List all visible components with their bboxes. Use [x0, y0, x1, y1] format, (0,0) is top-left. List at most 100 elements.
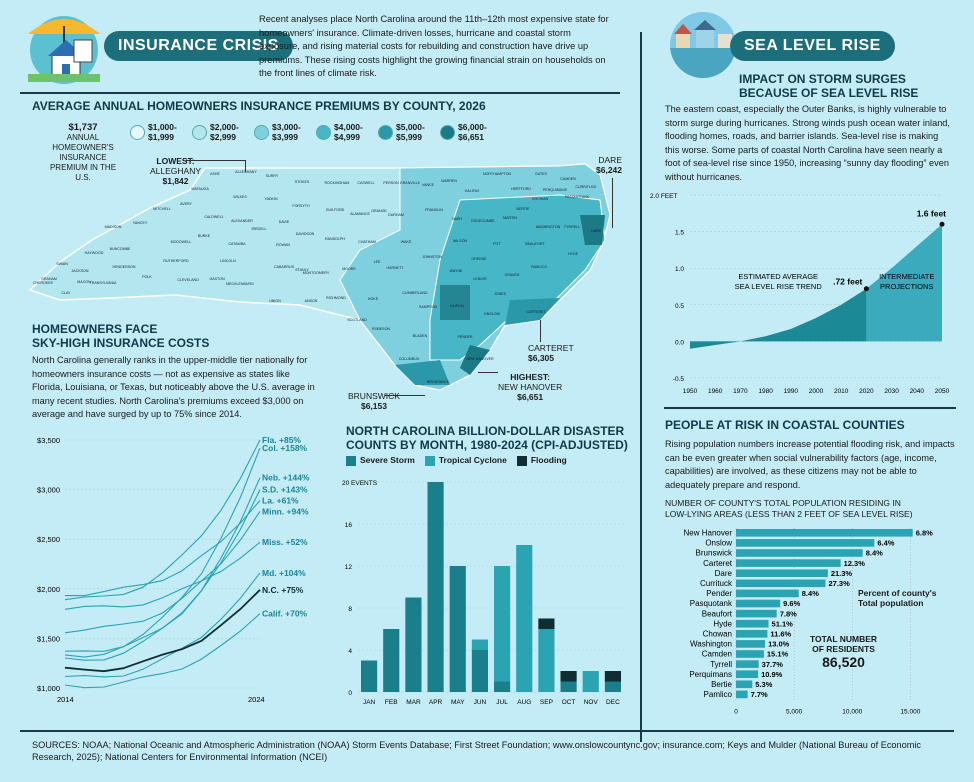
y-tick-label: 20 EVENTS	[342, 480, 378, 487]
y-tick-label: $2,500	[37, 535, 60, 544]
county-label: GRANVILLE	[400, 181, 421, 185]
legend-label: $5,000- $5,999	[396, 122, 425, 142]
county-name: Chowan	[703, 630, 732, 639]
y-tick-label: 0.0	[675, 339, 684, 346]
county-label: NASH	[452, 217, 462, 221]
premium-series-label: Fla. +85%	[262, 435, 301, 445]
x-tick-label: 2024	[248, 695, 265, 704]
county-name: Currituck	[700, 579, 733, 588]
y-tick-label: $1,500	[37, 634, 60, 643]
county-label: CABARRUS	[274, 265, 295, 269]
premium-series-label: S.D. +143%	[262, 485, 308, 495]
county-label: BRUNSWICK	[427, 380, 450, 384]
premium-series-line	[64, 589, 261, 673]
county-pct: 21.3%	[831, 569, 853, 578]
county-label: SAMPSON	[419, 305, 437, 309]
county-label: TRANSYLVANIA	[90, 281, 117, 285]
county-bar	[736, 599, 781, 608]
disaster-legend: Severe Storm Tropical Cyclone Flooding	[346, 455, 567, 466]
disaster-bar	[427, 482, 444, 692]
county-label: HAYWOOD	[85, 251, 104, 255]
x-tick-label: 1960	[708, 388, 723, 395]
county-name: New Hanover	[684, 529, 733, 538]
county-name: Carteret	[703, 559, 733, 568]
disaster-bar	[538, 629, 555, 692]
county-label: SWAIN	[56, 262, 68, 266]
county-label: HERTFORD	[511, 187, 531, 191]
legend-label: $6,000- $6,651	[458, 122, 487, 142]
y-tick-label: -0.5	[673, 376, 685, 383]
county-pct: 6.4%	[877, 539, 894, 548]
x-tick-label: OCT	[562, 699, 576, 706]
county-name: Onslow	[705, 539, 732, 548]
y-tick-label: 1.0	[675, 266, 684, 273]
county-pct: 5.3%	[755, 680, 772, 689]
county-label: ROWAN	[276, 243, 290, 247]
people-chart-title: NUMBER OF COUNTY'S TOTAL POPULATION RESI…	[665, 498, 913, 519]
map-legend-item: $1,000- $1,999	[130, 122, 177, 142]
county-name: Pender	[706, 589, 732, 598]
callout-highest: HIGHEST: NEW HANOVER $6,651	[498, 372, 563, 402]
county-label: WILKES	[233, 195, 247, 199]
county-label: BURKE	[198, 234, 211, 238]
x-tick-label: 2020	[859, 388, 874, 395]
county-pct: 37.7%	[762, 660, 784, 669]
county-bar	[736, 579, 826, 588]
county-label: BUNCOMBE	[110, 247, 131, 251]
county-label: ALEXANDER	[231, 219, 253, 223]
county-bar	[736, 690, 748, 699]
people-body: Rising population numbers increase poten…	[665, 439, 955, 490]
county-label: PENDER	[458, 335, 473, 339]
county-label: CLEVELAND	[177, 278, 199, 282]
map-legend-item: $3,000- $3,999	[254, 122, 301, 142]
county-label: MITCHELL	[153, 207, 171, 211]
county-bar	[736, 559, 841, 567]
total-residents: TOTAL NUMBER OF RESIDENTS 86,520	[810, 634, 878, 670]
county-label: ALAMANCE	[350, 212, 370, 216]
disaster-bar	[449, 566, 466, 692]
county-label: CALDWELL	[204, 215, 223, 219]
point-2050	[939, 221, 945, 227]
county-bar	[736, 529, 913, 537]
county-label: YANCEY	[133, 221, 148, 225]
legend-swatch	[192, 124, 207, 140]
legend-swatch	[378, 124, 393, 140]
disaster-bar	[405, 597, 422, 692]
legend-label: Flooding	[530, 455, 567, 465]
y-tick-label: 2.0 FEET	[650, 193, 677, 200]
y-tick-label: 4	[348, 648, 352, 655]
sea-level-chart: 2.0 FEET 1.5 1.0 0.5 0.0 -0.5 1950 1960 1970 1980…	[650, 185, 970, 405]
callout-carteret: CARTERET $6,305	[528, 343, 574, 363]
county-bar	[736, 670, 759, 678]
x-tick-label: 2050	[935, 388, 950, 395]
county-label: PASQUOTANK	[565, 195, 590, 199]
county-label: ANSON	[305, 299, 318, 303]
county-label: CLAY	[61, 291, 71, 295]
county-label: JACKSON	[72, 269, 89, 273]
county-bar	[736, 660, 759, 668]
x-tick-label: 2014	[57, 695, 74, 704]
county-label: HYDE	[568, 252, 579, 256]
premium-series-label: La. +61%	[262, 496, 299, 506]
x-tick-label: 1970	[733, 388, 748, 395]
county-name: Washington	[690, 640, 732, 649]
county-label: WATAUGA	[191, 187, 209, 191]
x-tick-label: DEC	[606, 699, 620, 706]
map-legend-item: $5,000- $5,999	[378, 122, 425, 142]
x-tick-label: 1980	[758, 388, 773, 395]
county-pct: 15.1%	[767, 650, 789, 659]
premium-series-line	[64, 489, 261, 658]
sources: SOURCES: NOAA; National Oceanic and Atmo…	[32, 740, 922, 762]
insurance-house-illustration	[22, 10, 106, 86]
county-label: CUMBERLAND	[402, 291, 428, 295]
x-tick-label: 2000	[809, 388, 824, 395]
county-pct: 7.8%	[780, 609, 797, 618]
county-label: CAMDEN	[560, 177, 576, 181]
county-label: JOHNSTON	[422, 255, 442, 259]
value-2050: 1.6 feet	[917, 208, 946, 218]
county-label: ALLEGHANY	[235, 170, 257, 174]
county-label: CHATHAM	[358, 240, 376, 244]
county-pct: 51.1%	[772, 619, 794, 628]
premium-series-label: Miss. +52%	[262, 537, 308, 547]
homeowners-title: HOMEOWNERS FACE SKY-HIGH INSURANCE COSTS	[32, 322, 210, 350]
